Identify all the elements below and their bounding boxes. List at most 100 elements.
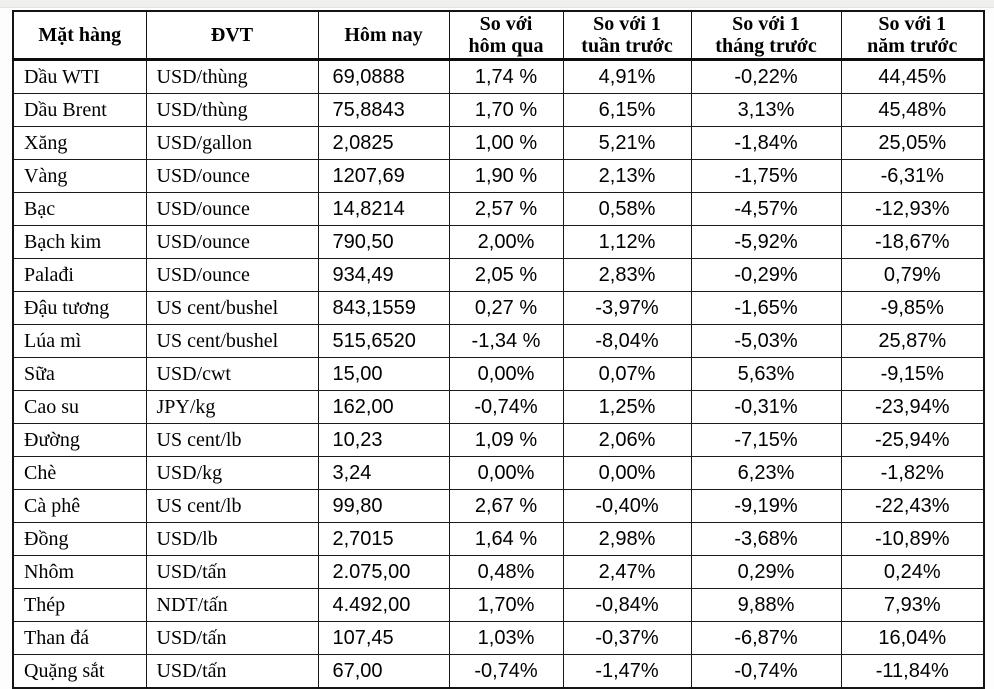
price-today-cell: 162,00: [317, 390, 450, 424]
unit-cell: USD/ounce: [145, 258, 319, 292]
pct-vs-year-cell: 0,24%: [840, 555, 985, 589]
pct-vs-year-cell: 44,45%: [840, 59, 985, 94]
unit-cell: USD/ounce: [145, 159, 319, 193]
unit-cell: US cent/bushel: [145, 291, 319, 325]
column-header-line: Mặt hàng: [38, 23, 122, 46]
column-header-vs_week: So với 1 tuần trước: [562, 10, 692, 61]
pct-vs-yesterday-cell: 0,27 %: [448, 291, 564, 325]
column-header-line: So với: [479, 12, 533, 35]
unit-cell: USD/gallon: [145, 126, 319, 160]
commodity-name-cell: Cà phê: [12, 489, 147, 523]
pct-vs-yesterday-cell: 0,48%: [448, 555, 564, 589]
unit-cell: US cent/lb: [145, 423, 319, 457]
commodity-name-cell: Cao su: [12, 390, 147, 424]
table-row: Bạc USD/ounce 14,8214 2,57 % 0,58% -4,57% -12,…: [12, 192, 985, 226]
commodity-name-cell: Nhôm: [12, 555, 147, 589]
commodity-name-cell: Chè: [12, 456, 147, 490]
pct-vs-year-cell: -22,43%: [840, 489, 985, 523]
price-today-cell: 2,0825: [317, 126, 450, 160]
pct-vs-yesterday-cell: 0,00%: [448, 357, 564, 391]
price-today-cell: 67,00: [317, 654, 450, 689]
pct-vs-year-cell: -23,94%: [840, 390, 985, 424]
pct-vs-year-cell: -9,15%: [840, 357, 985, 391]
pct-vs-year-cell: 45,48%: [840, 93, 985, 127]
column-header-vs_month: So với 1 tháng trước: [690, 10, 842, 61]
column-header-line: tháng trước: [715, 35, 817, 57]
unit-cell: USD/ounce: [145, 192, 319, 226]
table-row: Dầu WTI USD/thùng 69,0888 1,74 % 4,91% -0,22%…: [12, 59, 985, 94]
pct-vs-year-cell: -9,85%: [840, 291, 985, 325]
pct-vs-week-cell: 2,83%: [562, 258, 692, 292]
column-header-line: ĐVT: [210, 23, 254, 46]
window-edge-strip: [0, 0, 994, 8]
pct-vs-week-cell: 6,15%: [562, 93, 692, 127]
commodity-name-cell: Đồng: [12, 522, 147, 556]
price-today-cell: 15,00: [317, 357, 450, 391]
pct-vs-month-cell: -9,19%: [690, 489, 842, 523]
pct-vs-month-cell: -0,29%: [690, 258, 842, 292]
pct-vs-year-cell: -12,93%: [840, 192, 985, 226]
column-header-line: So với 1: [593, 12, 661, 35]
pct-vs-month-cell: -0,22%: [690, 59, 842, 94]
pct-vs-month-cell: -5,03%: [690, 324, 842, 358]
unit-cell: US cent/lb: [145, 489, 319, 523]
pct-vs-week-cell: 2,98%: [562, 522, 692, 556]
pct-vs-year-cell: 7,93%: [840, 588, 985, 622]
column-header-name: Mặt hàng: [12, 10, 147, 61]
commodity-name-cell: Lúa mì: [12, 324, 147, 358]
pct-vs-month-cell: -6,87%: [690, 621, 842, 655]
pct-vs-yesterday-cell: 2,00%: [448, 225, 564, 259]
pct-vs-yesterday-cell: 1,70%: [448, 588, 564, 622]
price-today-cell: 2.075,00: [317, 555, 450, 589]
column-header-today: Hôm nay: [317, 10, 450, 61]
unit-cell: USD/ounce: [145, 225, 319, 259]
unit-cell: USD/thùng: [145, 59, 319, 94]
pct-vs-month-cell: -7,15%: [690, 423, 842, 457]
pct-vs-year-cell: -10,89%: [840, 522, 985, 556]
commodity-name-cell: Palađi: [12, 258, 147, 292]
column-header-unit: ĐVT: [145, 10, 319, 61]
pct-vs-week-cell: 2,06%: [562, 423, 692, 457]
pct-vs-yesterday-cell: -1,34 %: [448, 324, 564, 358]
unit-cell: USD/kg: [145, 456, 319, 490]
pct-vs-year-cell: 25,05%: [840, 126, 985, 160]
price-today-cell: 107,45: [317, 621, 450, 655]
pct-vs-week-cell: -0,40%: [562, 489, 692, 523]
pct-vs-yesterday-cell: 1,70 %: [448, 93, 564, 127]
price-today-cell: 843,1559: [317, 291, 450, 325]
pct-vs-week-cell: -1,47%: [562, 654, 692, 689]
column-header-vs_year: So với 1 năm trước: [840, 10, 985, 61]
pct-vs-month-cell: 5,63%: [690, 357, 842, 391]
pct-vs-yesterday-cell: 0,00%: [448, 456, 564, 490]
unit-cell: USD/tấn: [145, 621, 319, 655]
table-row: Sữa USD/cwt 15,00 0,00% 0,07% 5,63% -9,15%: [12, 357, 985, 391]
commodity-name-cell: Đường: [12, 423, 147, 457]
price-today-cell: 934,49: [317, 258, 450, 292]
pct-vs-yesterday-cell: -0,74%: [448, 654, 564, 689]
commodity-name-cell: Dầu Brent: [12, 93, 147, 127]
pct-vs-yesterday-cell: 1,64 %: [448, 522, 564, 556]
commodity-name-cell: Đậu tương: [12, 291, 147, 325]
commodity-name-cell: Sữa: [12, 357, 147, 391]
column-header-line: năm trước: [867, 35, 958, 57]
table-row: Đồng USD/lb 2,7015 1,64 % 2,98% -3,68% -10,89%: [12, 522, 985, 556]
price-today-cell: 3,24: [317, 456, 450, 490]
column-header-line: So với 1: [732, 12, 800, 35]
pct-vs-week-cell: 0,00%: [562, 456, 692, 490]
pct-vs-month-cell: 0,29%: [690, 555, 842, 589]
price-today-cell: 75,8843: [317, 93, 450, 127]
price-today-cell: 2,7015: [317, 522, 450, 556]
pct-vs-month-cell: -1,84%: [690, 126, 842, 160]
column-header-line: Hôm nay: [344, 23, 423, 46]
table-row: Bạch kim USD/ounce 790,50 2,00% 1,12% -5,92% -…: [12, 225, 985, 259]
table-row: Cà phê US cent/lb 99,80 2,67 % -0,40% -9,19% -…: [12, 489, 985, 523]
pct-vs-week-cell: -3,97%: [562, 291, 692, 325]
pct-vs-week-cell: 1,12%: [562, 225, 692, 259]
pct-vs-month-cell: -0,74%: [690, 654, 842, 689]
pct-vs-week-cell: 4,91%: [562, 59, 692, 94]
pct-vs-month-cell: -0,31%: [690, 390, 842, 424]
table-row: Nhôm USD/tấn 2.075,00 0,48% 2,47% 0,29% 0,24%: [12, 555, 985, 589]
